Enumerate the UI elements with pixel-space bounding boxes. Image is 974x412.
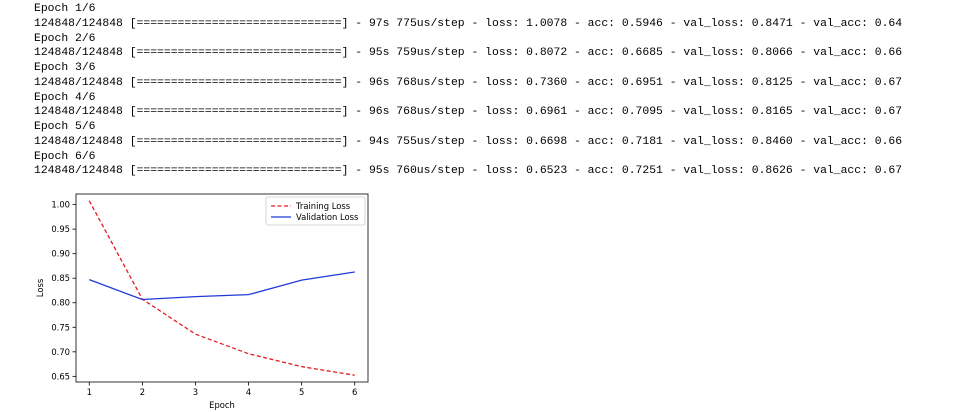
y-axis-title: Loss	[35, 279, 45, 297]
legend-training-label: Training Loss	[295, 201, 350, 211]
epoch-label: Epoch 4/6	[34, 91, 96, 104]
epoch-progress-line: 124848/124848 [=========================…	[34, 76, 903, 89]
y-tick-label: 0.65	[51, 371, 70, 381]
plot-frame	[75, 193, 369, 383]
epoch-progress-line: 124848/124848 [=========================…	[34, 165, 903, 178]
series-group	[88, 200, 355, 376]
x-tick-label: 1	[87, 387, 92, 397]
y-tick-label: 1.00	[51, 200, 70, 210]
validation-loss-line	[89, 271, 355, 301]
epoch-progress-line: 124848/124848 [=========================…	[34, 135, 903, 148]
y-tick-label: 0.70	[51, 347, 70, 357]
y-tick-label: 0.90	[51, 249, 70, 259]
training-log-output: Epoch 1/6 124848/124848 [================…	[34, 2, 974, 179]
epoch-label: Epoch 6/6	[34, 150, 96, 163]
legend-validation-label: Validation Loss	[296, 212, 358, 222]
epoch-label: Epoch 3/6	[34, 62, 96, 74]
y-tick-label: 0.80	[51, 298, 70, 308]
x-axis: 1 2 3 4 5 6	[87, 382, 357, 397]
x-tick-label: 3	[193, 387, 198, 397]
legend-box	[265, 196, 366, 226]
y-tick-label: 0.75	[51, 322, 70, 332]
x-tick-label: 2	[140, 387, 145, 397]
x-tick-label: 6	[352, 387, 357, 397]
y-tick-label: 0.85	[51, 273, 70, 283]
epoch-progress-line: 124848/124848 [=========================…	[34, 17, 903, 30]
epoch-progress-line: 124848/124848 [=========================…	[34, 47, 903, 60]
x-tick-label: 5	[299, 387, 304, 397]
epoch-progress-line: 124848/124848 [=========================…	[34, 106, 903, 119]
epoch-label: Epoch 1/6	[34, 3, 96, 15]
x-tick-label: 4	[246, 387, 251, 397]
epoch-label: Epoch 2/6	[34, 32, 96, 45]
y-axis: 0.65 0.70 0.75 0.80 0.85 0.90 0.95 1.00	[51, 200, 76, 381]
x-axis-title: Epoch	[209, 400, 235, 410]
epoch-label: Epoch 5/6	[34, 121, 96, 133]
training-loss-line	[88, 200, 355, 376]
y-tick-label: 0.95	[51, 224, 70, 234]
